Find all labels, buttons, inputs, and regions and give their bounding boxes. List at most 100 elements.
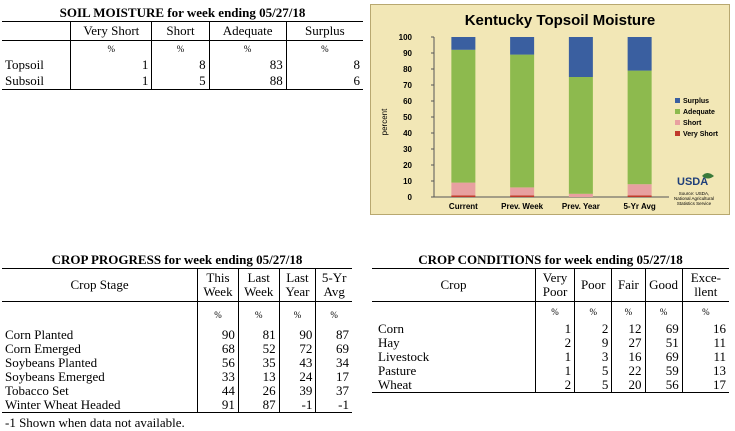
table-cell: 43	[278, 356, 316, 370]
soil-moisture-table: Very Short Short Adequate Surplus % % % …	[2, 21, 363, 90]
source-line: National Agricultural	[674, 196, 714, 201]
unit-cell	[2, 41, 71, 58]
table-cell: 27	[611, 336, 645, 350]
footnote: -1 Shown when data not available.	[5, 415, 185, 430]
table-row: Subsoil 1 5 88 6	[2, 73, 363, 90]
table-cell: 1	[70, 73, 152, 90]
x-tick-label: 5-Yr Avg	[623, 202, 655, 211]
table-cell: 1	[534, 364, 575, 378]
unit-cell: %	[644, 301, 683, 322]
table-cell: 35	[237, 356, 280, 370]
bar-segment-surplus	[510, 37, 535, 55]
table-cell: 87	[315, 328, 352, 342]
table-cell: 56	[644, 378, 683, 393]
table-cell: 1	[534, 350, 575, 364]
column-header: Adequate	[208, 21, 287, 41]
y-tick-label: 30	[403, 145, 412, 154]
column-header: Exce-llent	[681, 268, 729, 302]
unit-row: % % % %	[2, 301, 352, 328]
table-cell: 37	[315, 384, 352, 398]
bar-segment-surplus	[451, 37, 476, 50]
unit-cell: %	[534, 301, 575, 322]
table-cell: 69	[315, 342, 352, 356]
header-line: This	[206, 270, 230, 285]
row-label: Corn	[378, 321, 404, 336]
header-line: Fair	[617, 277, 639, 292]
bar-segment-very-short	[510, 195, 535, 197]
table-row: Tobacco Set 44 26 39 37	[2, 384, 352, 398]
header-line: Week	[203, 284, 233, 299]
table-row: Wheat 2 5 20 56 17	[372, 378, 729, 393]
bar-segment-very-short	[451, 195, 476, 197]
table-cell: 52	[237, 342, 280, 356]
header-line: Year	[285, 284, 310, 299]
table-cell: 11	[681, 336, 729, 350]
table-cell: 90	[278, 328, 316, 342]
y-tick-label: 80	[403, 65, 412, 74]
table-row: Winter Wheat Headed 91 87 -1 -1	[2, 398, 352, 413]
table-cell: 5	[574, 364, 612, 378]
column-header	[2, 21, 71, 41]
table-cell: 88	[208, 73, 287, 90]
bar-segment-short	[568, 193, 593, 197]
usda-leaf-icon	[702, 173, 714, 179]
table-cell: 1	[70, 57, 152, 73]
bar-segment-adequate	[451, 49, 476, 183]
x-tick-label: Prev. Week	[501, 202, 544, 211]
table-cell: 83	[208, 57, 287, 73]
table-row: Pasture 1 5 22 59 13	[372, 364, 729, 378]
column-header: Fair	[611, 268, 645, 302]
column-header: Short	[151, 21, 210, 41]
header-line: Last	[247, 270, 270, 285]
header-line: llent	[694, 284, 718, 299]
table-cell: 68	[197, 342, 239, 356]
table-cell: 16	[681, 322, 729, 336]
bar-segment-short	[451, 182, 476, 196]
y-tick-label: 0	[408, 193, 413, 202]
column-header: Poor	[574, 268, 612, 302]
unit-cell: %	[151, 40, 210, 57]
unit-cell: %	[681, 301, 729, 322]
table-cell: 22	[611, 364, 645, 378]
bar-segment-short	[510, 187, 535, 196]
legend-label: Adequate	[683, 109, 715, 116]
topsoil-moisture-chart: Kentucky Topsoil Moisture percent 0 10 20 3…	[370, 4, 730, 215]
table-cell: 5	[574, 378, 612, 393]
y-tick-label: 40	[403, 129, 412, 138]
table-cell: 91	[197, 398, 239, 413]
crop-progress-section: CROP PROGRESS for week ending 05/27/18 C…	[2, 252, 352, 413]
legend: Surplus Adequate Short Very Short	[675, 98, 719, 138]
y-tick-label: 20	[403, 161, 412, 170]
source-line: Statistics Service	[677, 201, 712, 206]
table-row: Soybeans Planted 56 35 43 34	[2, 356, 352, 370]
table-cell: 59	[644, 364, 683, 378]
table-row: Corn Planted 90 81 90 87	[2, 328, 352, 342]
y-tick-label: 90	[403, 49, 412, 58]
table-cell: 13	[237, 370, 280, 384]
row-label: Topsoil	[5, 57, 44, 72]
header-line: Very	[542, 270, 568, 285]
column-header: Good	[644, 268, 683, 302]
chart-svg: Kentucky Topsoil Moisture percent 0 10 20 3…	[380, 12, 719, 211]
column-header: Very Poor	[534, 268, 575, 302]
unit-row: % % % % %	[372, 301, 729, 322]
soil-moisture-title: SOIL MOISTURE for week ending 05/27/18	[59, 5, 306, 20]
legend-swatch	[675, 120, 680, 125]
legend-label: Surplus	[683, 98, 709, 105]
chart-title: Kentucky Topsoil Moisture	[465, 12, 656, 29]
table-cell: 3	[574, 350, 612, 364]
header-line: Exce-	[690, 270, 721, 285]
table-cell: 81	[237, 328, 280, 342]
crop-progress-table: Crop Stage This Week Last Week Last Year 5-…	[2, 268, 352, 413]
table-cell: 8	[151, 57, 210, 73]
table-cell: 56	[197, 356, 239, 370]
row-label: Livestock	[378, 349, 430, 364]
unit-cell: %	[315, 301, 352, 328]
header-line: 5-Yr	[321, 270, 347, 285]
table-cell: 26	[237, 384, 280, 398]
table-row: Topsoil 1 8 83 8	[2, 57, 363, 73]
column-header: 5-Yr Avg	[315, 268, 352, 302]
source-line: Source: USDA,	[679, 191, 710, 196]
table-cell: -1	[315, 398, 352, 413]
header-line: Last	[286, 270, 309, 285]
